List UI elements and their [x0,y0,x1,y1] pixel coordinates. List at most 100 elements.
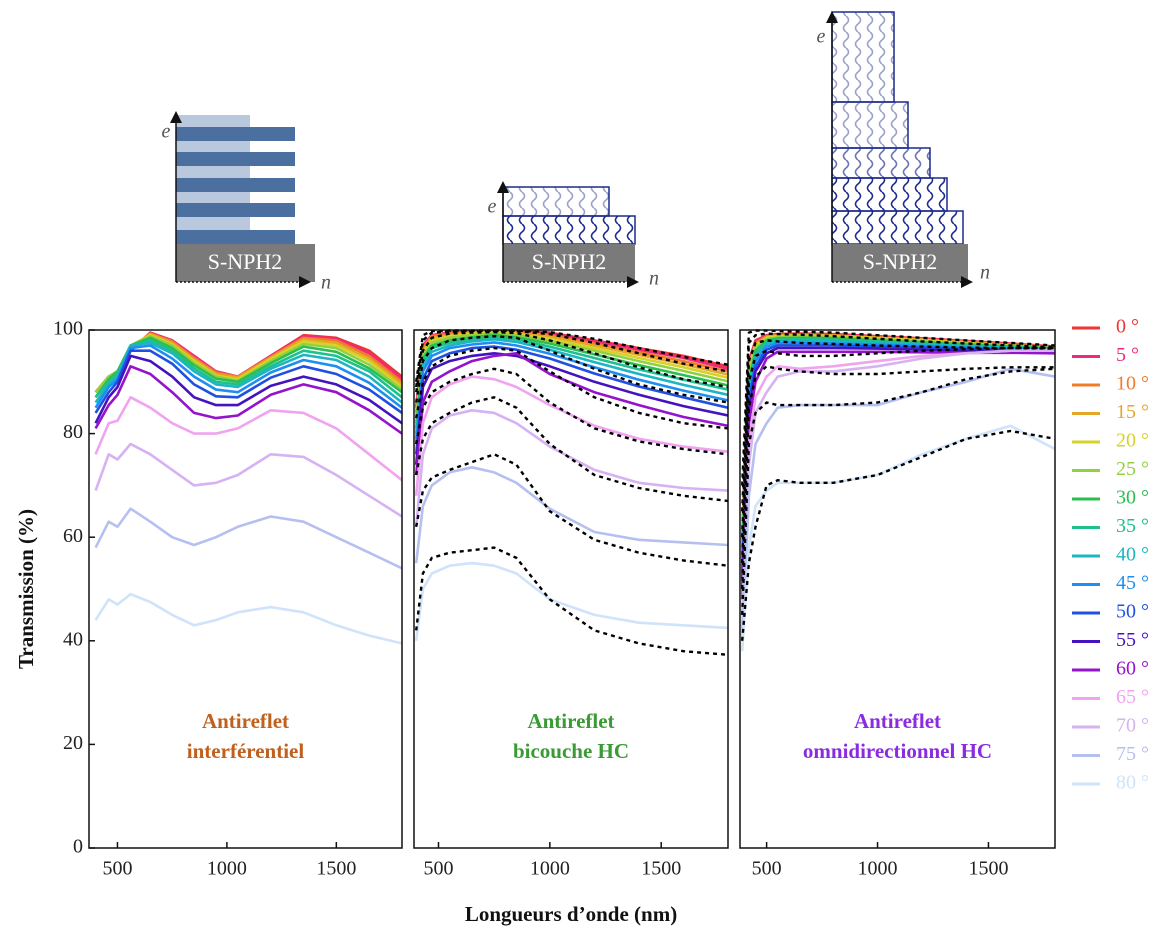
legend-label: 65 ° [1116,686,1149,708]
measurement-line [414,336,728,434]
measurement-line [740,332,1055,538]
legend-label: 75 ° [1116,743,1149,765]
panel-frame [739,329,1056,849]
measurement-line [94,442,402,518]
measurement-line [414,333,728,429]
y-tick-label: 40 [63,628,83,650]
substrate-label: S-NPH2 [532,249,607,274]
legend-label: 80 ° [1116,772,1149,794]
x-tick-label: 500 [102,858,132,880]
measurement-line [740,350,1055,600]
plot-area [414,329,728,656]
x-tick-label: 1000 [530,858,570,880]
measurement-line [740,332,1055,538]
legend-label: 25 ° [1116,458,1149,480]
simulation-line [415,330,728,393]
simulation-line [415,367,728,456]
x-tick-label: 500 [423,858,453,880]
legend-label: 55 ° [1116,629,1149,651]
diagram-bilayer: S-NPH2 e n [488,181,659,290]
legend-label: 5 ° [1116,344,1139,366]
simulation-line [415,396,728,503]
diagram-interferential: S-NPH2 e n [162,111,331,294]
measurement-line [414,332,728,424]
legend-label: 10 ° [1116,373,1149,395]
simulation-line [741,367,1055,615]
measurement-line [414,341,728,445]
axis-variable: e [162,121,171,143]
y-axis-label: Transmission (%) [14,509,38,669]
measurement-line [740,349,1055,631]
legend-label: 35 ° [1116,515,1149,537]
panel-annotation: Antireflet [527,709,614,733]
substrate-label: S-NPH2 [863,249,938,274]
x-axis-label: Longueurs d’onde (nm) [465,902,677,926]
legend-label: 0 ° [1116,316,1139,338]
x-tick-label: 500 [752,858,782,880]
measurement-line [740,333,1055,543]
panel-annotation: interférentiel [187,739,305,763]
x-tick-label: 1500 [316,858,356,880]
x-tick-label: 1000 [207,858,247,880]
measurement-line [740,346,1055,590]
measurement-line [414,409,728,527]
simulation-line [741,429,1055,641]
simulation-line [415,453,728,567]
measurement-line [740,341,1055,574]
y-tick-label: 80 [63,421,83,443]
axis-variable: n [649,268,659,290]
panel-annotation: Antireflet [202,709,289,733]
legend-label: 50 ° [1116,601,1149,623]
plot-area [740,329,1055,652]
legend-label: 70 ° [1116,715,1149,737]
simulation-line [415,346,728,430]
simulation-line [741,329,1055,486]
simulation-line [741,332,1055,512]
measurement-line [94,365,402,435]
y-tick-label: 100 [53,318,83,340]
measurement-line [414,466,728,564]
panel-annotation: bicouche HC [513,739,629,763]
diagram-omnidirectional: S-NPH2 e n [817,11,990,288]
measurement-line [94,396,402,482]
measurement-line [414,352,728,476]
measurement-line [414,338,728,439]
y-tick-label: 60 [63,525,83,547]
simulation-line [741,339,1055,538]
measurement-line [94,349,402,414]
plot-area [94,331,402,645]
legend-label: 20 ° [1116,430,1149,452]
panel-frame [413,329,729,849]
simulation-line [415,546,728,656]
legend-label: 30 ° [1116,487,1149,509]
measurement-line [740,424,1055,652]
simulation-line [415,329,728,388]
y-tick-label: 0 [73,836,83,858]
x-tick-label: 1500 [968,858,1008,880]
measurement-line [94,592,402,645]
measurement-line [414,561,728,641]
x-tick-label: 1500 [641,858,681,880]
measurement-line [740,367,1055,641]
legend-label: 45 ° [1116,572,1149,594]
measurement-line [94,507,402,570]
measurement-line [740,344,1055,579]
panel-annotation: Antireflet [854,709,941,733]
legend-label: 40 ° [1116,544,1149,566]
axis-variable: n [980,262,990,284]
simulation-line [415,335,728,404]
axis-variable: e [488,196,497,218]
measurement-line [94,354,402,425]
legend-label: 15 ° [1116,401,1149,423]
measurement-line [414,345,728,455]
simulation-line [741,346,1055,564]
axis-variable: n [321,272,331,294]
axis-variable: e [817,26,826,48]
substrate-label: S-NPH2 [208,249,283,274]
panel-annotation: omnidirectionnel HC [803,739,992,763]
panel-frame [88,329,403,849]
legend-label: 60 ° [1116,658,1149,680]
x-tick-label: 1000 [858,858,898,880]
measurement-line [414,375,728,496]
